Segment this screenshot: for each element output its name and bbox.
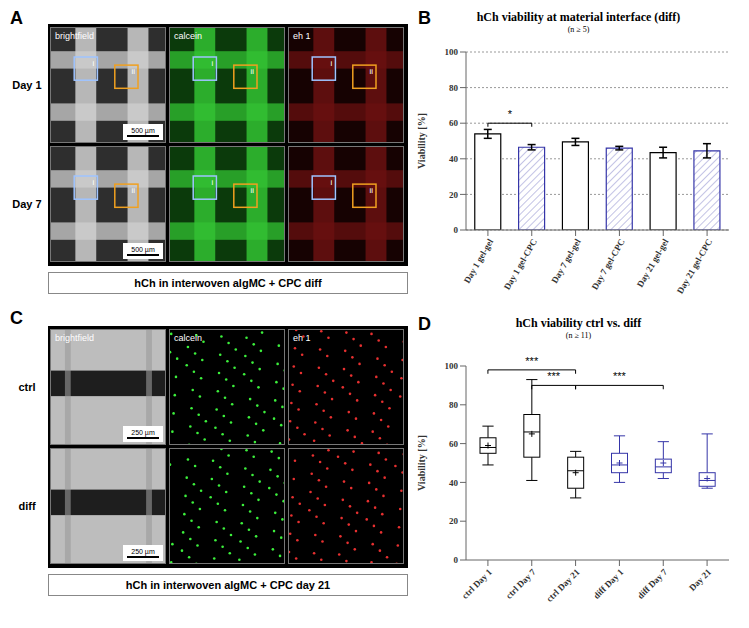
- svg-text:ii: ii: [131, 67, 135, 76]
- svg-text:calcein: calcein: [174, 333, 202, 343]
- svg-text:calcein: calcein: [174, 31, 202, 41]
- svg-text:0: 0: [454, 555, 459, 565]
- svg-text:60: 60: [449, 118, 459, 128]
- svg-text:eh 1: eh 1: [293, 31, 311, 41]
- svg-text:40: 40: [449, 478, 459, 488]
- svg-text:i: i: [331, 178, 333, 187]
- svg-text:Day 1 gel-CPC: Day 1 gel-CPC: [502, 237, 539, 291]
- svg-text:80: 80: [449, 83, 459, 93]
- svg-text:ii: ii: [369, 67, 373, 76]
- svg-text:Day 1 gel-gel: Day 1 gel-gel: [462, 237, 496, 285]
- svg-text:Day 21 gel-gel: Day 21 gel-gel: [635, 237, 671, 289]
- svg-text:diff Day 1: diff Day 1: [591, 567, 625, 601]
- svg-text:500 µm: 500 µm: [131, 127, 155, 135]
- html-text:Day 7: Day 7: [12, 198, 42, 210]
- html-text:hCh viability at material inte: hCh viability at material interface (dif…: [476, 10, 681, 24]
- html-text:C: C: [10, 308, 23, 328]
- svg-text:i: i: [331, 59, 333, 68]
- svg-text:ii: ii: [250, 186, 254, 195]
- svg-text:250 µm: 250 µm: [131, 429, 155, 437]
- html-text:A: A: [10, 8, 23, 28]
- svg-text:*: *: [508, 108, 513, 120]
- html-text:(n ≥ 5): (n ≥ 5): [567, 25, 590, 34]
- svg-text:20: 20: [449, 516, 459, 526]
- svg-text:250 µm: 250 µm: [131, 548, 155, 556]
- svg-text:ctrl Day 7: ctrl Day 7: [504, 567, 538, 601]
- svg-text:diff Day 7: diff Day 7: [635, 567, 669, 601]
- html-text:Day 1: Day 1: [12, 79, 42, 91]
- svg-text:100: 100: [445, 361, 459, 371]
- svg-text:40: 40: [449, 154, 459, 164]
- svg-text:80: 80: [449, 400, 459, 410]
- svg-text:ctrl Day 21: ctrl Day 21: [544, 567, 581, 604]
- svg-text:i: i: [93, 59, 95, 68]
- html-text:hCh in interwoven algMC + CPC: hCh in interwoven algMC + CPC diff: [134, 277, 322, 289]
- svg-text:ii: ii: [250, 67, 254, 76]
- svg-text:***: ***: [613, 370, 627, 382]
- svg-text:***: ***: [547, 370, 561, 382]
- html-text:B: B: [418, 8, 431, 28]
- svg-text:Viability [%]: Viability [%]: [416, 435, 427, 491]
- svg-text:brightfield: brightfield: [55, 333, 94, 343]
- svg-text:100: 100: [445, 47, 459, 57]
- svg-text:***: ***: [525, 355, 539, 367]
- svg-text:Day 7 gel-gel: Day 7 gel-gel: [549, 237, 583, 285]
- svg-text:ii: ii: [131, 186, 135, 195]
- svg-text:60: 60: [449, 439, 459, 449]
- svg-text:20: 20: [449, 190, 459, 200]
- svg-text:i: i: [93, 178, 95, 187]
- html-text:D: D: [418, 314, 431, 334]
- html-text:hCh in interwoven algMC + CPC: hCh in interwoven algMC + CPC day 21: [125, 579, 331, 591]
- svg-text:Day 7 gel-CPC: Day 7 gel-CPC: [590, 237, 627, 291]
- svg-text:Day 21 gel-CPC: Day 21 gel-CPC: [675, 237, 714, 295]
- html-text:hCh viability ctrl vs. diff: hCh viability ctrl vs. diff: [515, 316, 642, 330]
- svg-text:Viability [%]: Viability [%]: [416, 113, 427, 169]
- svg-text:0: 0: [454, 225, 459, 235]
- svg-text:i: i: [212, 178, 214, 187]
- svg-text:brightfield: brightfield: [55, 31, 94, 41]
- svg-text:ii: ii: [369, 186, 373, 195]
- html-text:diff: diff: [18, 500, 36, 512]
- svg-text:ctrl Day 1: ctrl Day 1: [460, 567, 494, 601]
- html-text:(n ≥ 11): (n ≥ 11): [565, 331, 592, 340]
- html-text:ctrl: ctrl: [18, 381, 36, 393]
- svg-text:eh 1: eh 1: [293, 333, 311, 343]
- svg-text:Day 21: Day 21: [687, 567, 713, 593]
- svg-text:500 µm: 500 µm: [131, 246, 155, 254]
- svg-text:i: i: [212, 59, 214, 68]
